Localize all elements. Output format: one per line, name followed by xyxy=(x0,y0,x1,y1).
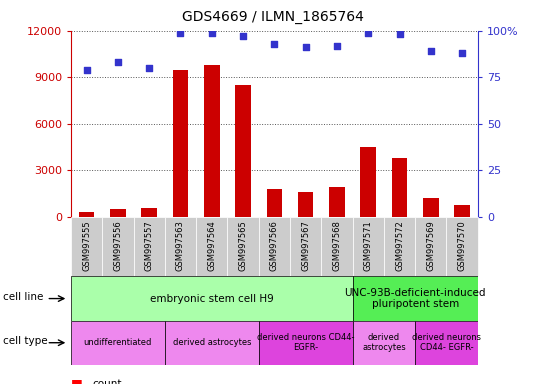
Text: embryonic stem cell H9: embryonic stem cell H9 xyxy=(150,293,274,304)
Bar xyxy=(321,217,353,276)
Bar xyxy=(102,217,134,276)
Text: GDS4669 / ILMN_1865764: GDS4669 / ILMN_1865764 xyxy=(182,10,364,23)
Text: GSM997563: GSM997563 xyxy=(176,220,185,271)
Bar xyxy=(204,65,219,217)
Bar xyxy=(360,147,376,217)
Bar xyxy=(259,321,353,365)
Point xyxy=(114,59,122,65)
Text: UNC-93B-deficient-induced
pluripotent stem: UNC-93B-deficient-induced pluripotent st… xyxy=(345,288,486,310)
Bar xyxy=(423,199,438,217)
Point xyxy=(82,67,91,73)
Bar xyxy=(353,217,384,276)
Text: derived neurons
CD44- EGFR-: derived neurons CD44- EGFR- xyxy=(412,333,481,353)
Text: cell line: cell line xyxy=(3,291,43,302)
Text: ■: ■ xyxy=(71,377,83,384)
Bar xyxy=(71,276,353,321)
Bar xyxy=(196,217,228,276)
Bar xyxy=(228,217,259,276)
Text: GSM997571: GSM997571 xyxy=(364,220,373,271)
Bar xyxy=(79,212,94,217)
Point xyxy=(364,30,372,36)
Bar xyxy=(298,192,313,217)
Text: undifferentiated: undifferentiated xyxy=(84,338,152,347)
Text: GSM997572: GSM997572 xyxy=(395,220,404,271)
Point xyxy=(239,33,247,40)
Point xyxy=(270,41,279,47)
Bar xyxy=(329,187,345,217)
Bar xyxy=(290,217,321,276)
Text: GSM997564: GSM997564 xyxy=(207,220,216,271)
Bar xyxy=(353,276,478,321)
Bar xyxy=(71,321,165,365)
Bar xyxy=(266,189,282,217)
Text: derived astrocytes: derived astrocytes xyxy=(173,338,251,347)
Bar xyxy=(391,158,407,217)
Bar xyxy=(134,217,165,276)
Point xyxy=(301,45,310,51)
Bar xyxy=(71,217,102,276)
Text: derived
astrocytes: derived astrocytes xyxy=(362,333,406,353)
Text: GSM997557: GSM997557 xyxy=(145,220,154,271)
Text: cell type: cell type xyxy=(3,336,48,346)
Text: GSM997556: GSM997556 xyxy=(114,220,122,271)
Text: GSM997567: GSM997567 xyxy=(301,220,310,271)
Bar xyxy=(259,217,290,276)
Bar xyxy=(141,208,157,217)
Bar xyxy=(415,321,478,365)
Text: GSM997555: GSM997555 xyxy=(82,220,91,271)
Bar xyxy=(447,217,478,276)
Bar xyxy=(454,205,470,217)
Text: GSM997566: GSM997566 xyxy=(270,220,279,271)
Text: count: count xyxy=(93,379,122,384)
Point xyxy=(458,50,466,56)
Bar xyxy=(110,209,126,217)
Bar xyxy=(165,321,259,365)
Point xyxy=(176,30,185,36)
Bar xyxy=(235,85,251,217)
Text: derived neurons CD44-
EGFR-: derived neurons CD44- EGFR- xyxy=(257,333,354,353)
Bar xyxy=(384,217,415,276)
Text: GSM997568: GSM997568 xyxy=(333,220,341,271)
Bar xyxy=(173,70,188,217)
Bar xyxy=(353,321,415,365)
Text: GSM997570: GSM997570 xyxy=(458,220,467,271)
Bar xyxy=(165,217,196,276)
Text: GSM997565: GSM997565 xyxy=(239,220,247,271)
Point xyxy=(333,43,341,49)
Point xyxy=(145,65,153,71)
Point xyxy=(395,31,404,38)
Point xyxy=(207,30,216,36)
Text: GSM997569: GSM997569 xyxy=(426,220,435,271)
Bar xyxy=(415,217,447,276)
Point xyxy=(426,48,435,54)
